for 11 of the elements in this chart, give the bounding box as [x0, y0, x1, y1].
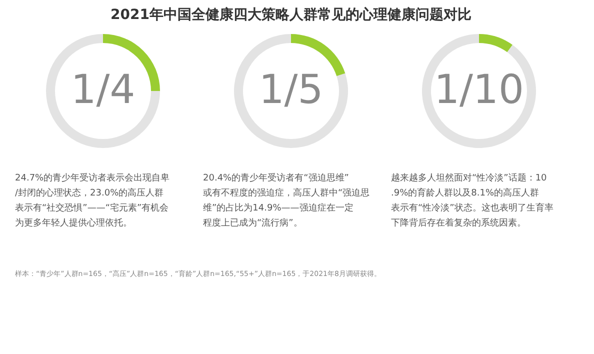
text: 20.4%的青少年受访者有“强迫思维”或有不程度的强迫症，高压人群中“强迫思维”的占比为14.9%——强迫症在一定程度上已成为“流行病”。: [203, 172, 370, 228]
donut-slice: [479, 34, 513, 52]
text: 24.7%的青少年受访者表示会出现自卑/封闭的心理状态，23.0%的高压人群表示有“社交恐惧”——“宅元素”有机会为更多年轻人提供心理依托。: [15, 172, 170, 228]
text: 1/5: [258, 67, 324, 113]
text: 1/10: [434, 67, 524, 113]
donut-slice: [422, 34, 536, 148]
text: 越来越多人坦然面对“性冷淡”话题：10.9%的育龄人群以及8.1%的高压人群表示有“性冷淡”状态。这也表明了生育率下降背后存在着复杂的系统因素。: [391, 172, 554, 228]
donut-slice: [46, 34, 160, 148]
text: 2021年中国全健康四大策略人群常见的心理健康问题对比: [110, 6, 472, 23]
donut-slice: [234, 34, 348, 148]
text: 1/4: [70, 67, 136, 113]
